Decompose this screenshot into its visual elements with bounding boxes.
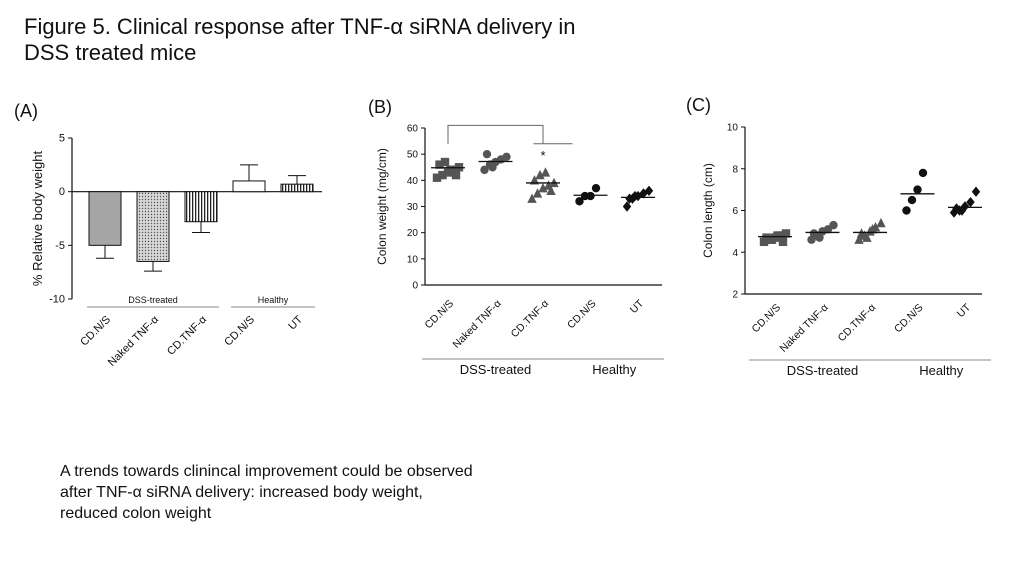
panel-c-point bbox=[773, 231, 782, 240]
panel-b-point bbox=[446, 165, 455, 175]
panel-c-point bbox=[781, 229, 791, 238]
panel-c-y-tick-label: 2 bbox=[732, 290, 738, 301]
panel-a-panel-label: (A) bbox=[14, 101, 38, 121]
panel-b-point bbox=[529, 175, 540, 185]
panel-c-category-label: CD.N/S bbox=[892, 302, 926, 336]
panel-b-point bbox=[575, 197, 584, 206]
panel-a-bar bbox=[88, 191, 122, 246]
panel-a-group-label: DSS-treated bbox=[128, 295, 178, 305]
panel-a-y-tick-label: 0 bbox=[59, 186, 65, 198]
panel-c-point bbox=[971, 186, 981, 197]
panel-c-group-label: Healthy bbox=[919, 363, 964, 378]
panel-b-group-label: DSS-treated bbox=[460, 362, 532, 377]
panel-b-point bbox=[644, 185, 654, 196]
panel-b-y-tick-label: 60 bbox=[407, 124, 419, 135]
panel-b-point bbox=[535, 169, 545, 180]
panel-b-point bbox=[538, 182, 548, 193]
panel-a-group-label: Healthy bbox=[258, 295, 289, 305]
panel-c-category-label: CD.N/S bbox=[749, 302, 783, 336]
panel-c-point bbox=[854, 234, 864, 244]
panel-b-point bbox=[432, 173, 442, 182]
panel-b-y-tick-label: 20 bbox=[407, 228, 419, 239]
panel-b-point bbox=[488, 163, 497, 172]
panel-b-y-tick-label: 50 bbox=[407, 150, 419, 161]
slide-title: Figure 5. Clinical response after TNF-α … bbox=[24, 14, 724, 66]
panel-b-y-tick-label: 0 bbox=[412, 281, 418, 292]
panel-a-y-tick-label: 5 bbox=[59, 133, 65, 145]
panel-c-category-label: Naked TNF-α bbox=[778, 302, 831, 355]
panel-a-bar bbox=[136, 191, 170, 262]
panel-c-y-tick-label: 10 bbox=[727, 123, 739, 134]
panel-c-point bbox=[913, 185, 922, 194]
panel-b-point bbox=[527, 193, 537, 203]
panel-c-point bbox=[815, 233, 824, 242]
panel-c-point bbox=[762, 233, 771, 242]
panel-b-point bbox=[546, 185, 556, 195]
panel-b-point bbox=[540, 167, 551, 177]
panel-c-category-label: UT bbox=[955, 301, 974, 320]
panel-b-y-tick-label: 10 bbox=[407, 254, 419, 265]
panel-c-point bbox=[876, 217, 886, 228]
panel-c-point bbox=[918, 168, 928, 178]
panel-c-y-tick-label: 8 bbox=[732, 164, 738, 175]
panel-c-point bbox=[867, 224, 878, 234]
panel-c-point bbox=[767, 235, 777, 244]
panel-c-point bbox=[829, 220, 838, 230]
panel-c-category-label: CD.TNF-α bbox=[836, 302, 878, 344]
panel-b-point bbox=[532, 188, 543, 198]
panel-c-y-tick-label: 4 bbox=[732, 248, 738, 259]
panel-c-point bbox=[907, 195, 917, 205]
panel-a-y-tick-label: -5 bbox=[55, 240, 65, 252]
panel-b-y-tick-label: 30 bbox=[407, 202, 419, 213]
panel-a-y-tick-label: -10 bbox=[49, 294, 65, 306]
panel-b-point bbox=[591, 183, 601, 193]
panel-b-significance-star: * bbox=[540, 148, 545, 163]
panel-b-significance-bracket bbox=[447, 124, 544, 144]
panel-b-point bbox=[451, 170, 461, 180]
panel-c-point bbox=[902, 206, 911, 215]
panel-c-point bbox=[778, 237, 788, 247]
panel-c-point bbox=[966, 196, 975, 208]
panel-b-point bbox=[482, 149, 492, 159]
panel-c-y-axis-label: Colon length (cm) bbox=[701, 163, 715, 258]
panel-b-y-tick-label: 40 bbox=[407, 176, 419, 187]
panel-b-group-label: Healthy bbox=[592, 362, 637, 377]
panel-b-point bbox=[502, 152, 511, 161]
panel-b-panel-label: (B) bbox=[368, 97, 392, 117]
panel-b-y-axis-label: Colon weight (mg/cm) bbox=[375, 148, 389, 265]
panel-b-point bbox=[622, 201, 632, 212]
panel-b-point bbox=[480, 165, 489, 175]
panel-b-point bbox=[630, 190, 640, 202]
panel-b-point bbox=[438, 170, 447, 180]
panel-c-group-label: DSS-treated bbox=[787, 363, 859, 378]
caption: A trends towards clinincal improvement c… bbox=[60, 461, 620, 524]
panel-a-y-axis-label: % Relative body weight bbox=[30, 151, 45, 287]
panel-c-y-tick-label: 6 bbox=[732, 206, 738, 217]
caption-line-1: A trends towards clinincal improvement c… bbox=[60, 463, 473, 480]
panel-c-panel-label: (C) bbox=[686, 95, 711, 115]
panel-b-point bbox=[435, 160, 444, 169]
slide-title-line-2: DSS treated mice bbox=[24, 40, 197, 65]
caption-line-3: reduced colon weight bbox=[60, 505, 212, 522]
panel-c-point bbox=[862, 232, 872, 242]
panel-b-point bbox=[586, 191, 595, 201]
slide-title-line-1: Figure 5. Clinical response after TNF-α … bbox=[24, 14, 576, 39]
panel-b-point bbox=[440, 157, 450, 167]
caption-line-2: after TNF-α siRNA delivery: increased bo… bbox=[60, 484, 423, 501]
